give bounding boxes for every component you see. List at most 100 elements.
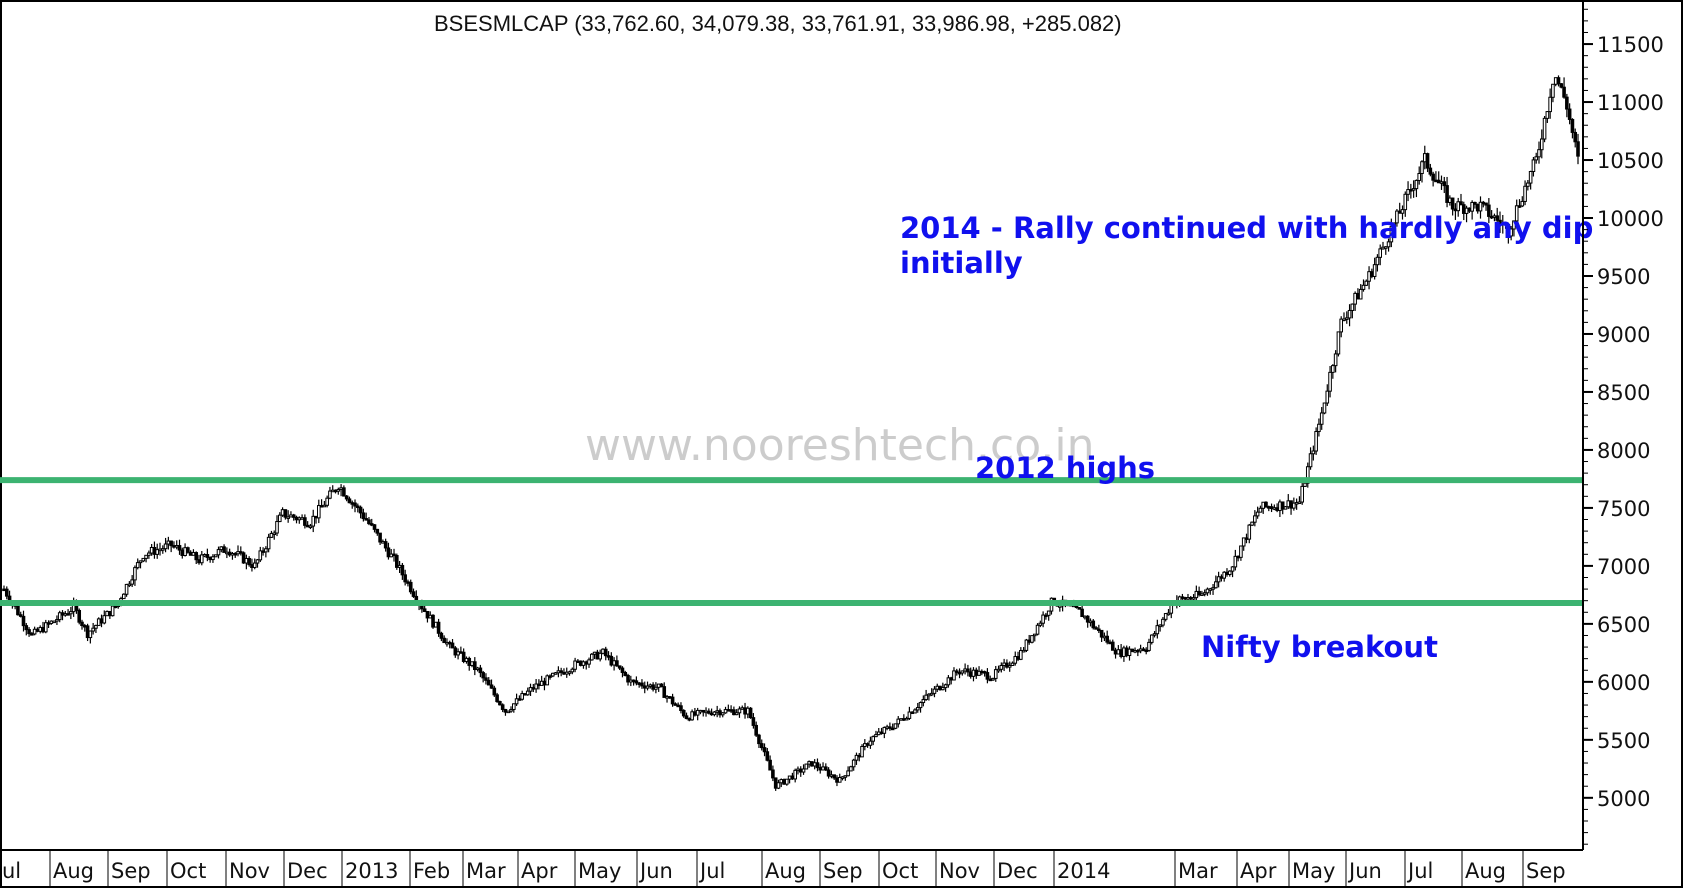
price-bar — [771, 765, 775, 782]
bar-body — [1211, 587, 1215, 590]
price-bar — [634, 676, 639, 686]
bar-body — [1266, 506, 1271, 509]
bar-body — [141, 557, 146, 562]
bar-body — [1241, 537, 1246, 547]
bar-body — [459, 651, 463, 654]
price-bar — [478, 664, 483, 678]
bar-body — [1144, 649, 1148, 653]
bar-body — [1364, 280, 1369, 286]
bar-body — [1021, 649, 1026, 653]
price-bar — [96, 617, 101, 626]
price-bar — [1166, 609, 1171, 616]
bar-body — [105, 610, 109, 617]
bar-body — [815, 762, 820, 769]
bar-body — [1161, 618, 1165, 626]
bar-body — [620, 667, 625, 673]
price-bar — [910, 711, 914, 715]
bar-body — [726, 709, 731, 712]
bar-body — [21, 615, 26, 627]
bar-body — [1386, 241, 1391, 248]
bar-body — [798, 768, 803, 773]
bar-body — [1188, 597, 1193, 600]
bar-body — [1044, 614, 1048, 618]
price-bar — [138, 560, 143, 569]
bar-body — [863, 743, 867, 747]
price-bar — [1559, 83, 1564, 89]
bar-body — [1406, 189, 1410, 195]
price-bar — [361, 508, 366, 522]
price-bar — [18, 611, 23, 618]
bar-body — [96, 618, 101, 626]
bar-body — [1526, 182, 1530, 187]
bar-body — [1542, 117, 1547, 140]
bar-body — [1392, 222, 1396, 228]
bar-body — [1019, 650, 1023, 660]
price-bar — [1470, 200, 1474, 220]
bar-body — [99, 618, 104, 624]
bar-body — [208, 556, 212, 561]
bar-body — [1417, 173, 1422, 181]
price-bar — [489, 679, 494, 689]
bar-body — [1222, 571, 1226, 579]
price-bar — [1099, 629, 1104, 643]
bar-body — [230, 553, 235, 556]
bar-body — [411, 591, 416, 597]
bar-body — [542, 680, 547, 686]
bar-body — [1395, 210, 1399, 224]
bar-body — [1041, 614, 1045, 624]
bar-body — [927, 693, 931, 697]
bar-body — [562, 671, 566, 675]
bar-body — [1551, 83, 1555, 98]
bar-body — [1333, 353, 1338, 367]
bar-body — [512, 703, 516, 710]
chart-title: BSESMLCAP (33,762.60, 34,079.38, 33,761.… — [434, 11, 1122, 36]
bar-body — [1470, 201, 1474, 212]
price-bar — [849, 765, 853, 772]
price-bar — [525, 687, 530, 696]
bar-body — [915, 707, 920, 711]
bar-body — [545, 675, 550, 686]
bar-body — [1553, 77, 1558, 85]
bar-body — [804, 763, 809, 770]
bar-body — [1105, 635, 1109, 643]
bar-body — [1570, 118, 1575, 133]
bar-body — [943, 684, 948, 689]
x-tick-label: ul — [2, 859, 21, 883]
bar-body — [991, 677, 995, 681]
price-bar — [1534, 152, 1539, 164]
price-bar — [378, 532, 382, 545]
bar-body — [985, 672, 990, 680]
price-bar — [1570, 118, 1575, 139]
bar-body — [1169, 604, 1174, 614]
price-bar — [514, 693, 519, 706]
bar-body — [381, 541, 385, 544]
price-bar — [450, 639, 455, 649]
bar-body — [294, 516, 299, 521]
bar-body — [1372, 264, 1377, 277]
bar-body — [615, 660, 619, 667]
bar-body — [358, 506, 363, 514]
bar-body — [347, 498, 352, 504]
bar-body — [308, 525, 313, 529]
bar-body — [1094, 627, 1098, 630]
bar-body — [155, 549, 160, 555]
bar-body — [1361, 284, 1366, 290]
bar-body — [1233, 555, 1238, 568]
bar-body — [1250, 521, 1254, 526]
price-bar — [1526, 179, 1530, 191]
bar-body — [1548, 96, 1552, 113]
bar-body — [921, 699, 926, 704]
price-bar — [712, 710, 717, 717]
price-bar — [492, 685, 497, 697]
bar-body — [996, 668, 1001, 672]
price-bar — [882, 726, 887, 739]
price-bar — [1030, 635, 1034, 644]
bar-body — [581, 661, 586, 666]
price-bar — [1331, 364, 1335, 379]
bar-body — [879, 731, 884, 735]
bar-body — [829, 774, 834, 777]
bar-body — [871, 736, 875, 742]
bar-body — [1147, 641, 1151, 651]
price-bar — [1007, 661, 1012, 672]
bar-body — [1431, 173, 1435, 181]
